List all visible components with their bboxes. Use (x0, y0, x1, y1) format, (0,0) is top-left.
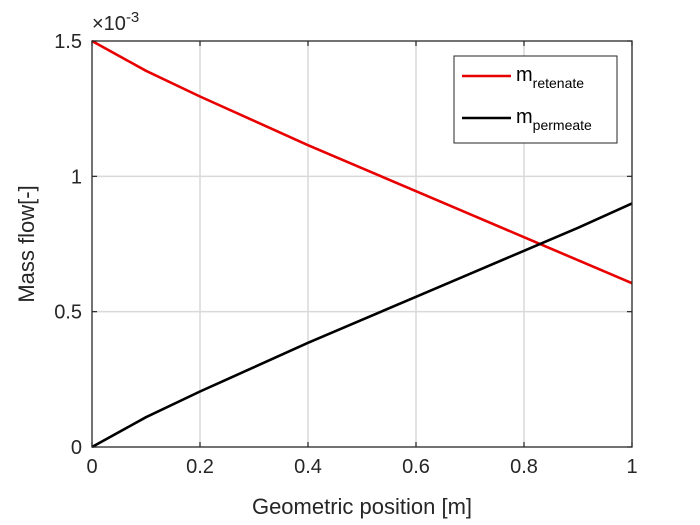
series-line-retenate (91, 39, 633, 285)
legend-label-retenate: mretenate (516, 64, 584, 91)
y-axis-label: Mass flow[-] (14, 185, 39, 302)
x-tick-label: 1 (626, 456, 637, 478)
x-axis-label: Geometric position [m] (252, 494, 472, 519)
legend-label-permeate: mpermeate (516, 106, 592, 133)
series-lines (91, 39, 633, 449)
y-tick-label: 0 (71, 437, 82, 459)
legend-box (453, 55, 618, 144)
x-tick-label: 0.6 (402, 456, 430, 478)
y-axis-exponent: ×10-3 (92, 9, 139, 35)
x-tick-label: 0.2 (186, 456, 214, 478)
plot-area-frame (91, 40, 633, 448)
y-tick-label: 1 (71, 166, 82, 188)
legend: mretenate mpermeate (453, 55, 618, 144)
y-tick-label: 1.5 (54, 31, 82, 53)
axis-ticks: 0 0.2 0.4 0.6 0.8 1 0 0.5 1 1.5 (54, 31, 637, 478)
x-tick-label: 0 (86, 456, 97, 478)
x-tick-label: 0.8 (510, 456, 538, 478)
x-tick-label: 0.4 (294, 456, 322, 478)
y-tick-label: 0.5 (54, 302, 82, 324)
series-line-permeate (91, 202, 633, 449)
